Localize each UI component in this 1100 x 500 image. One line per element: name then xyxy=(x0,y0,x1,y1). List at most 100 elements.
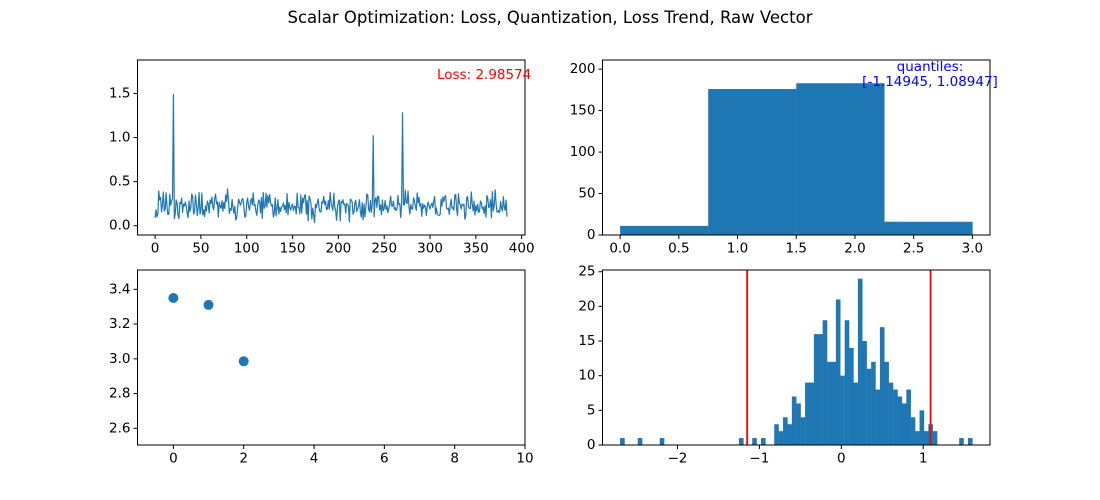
histogram-bar xyxy=(800,417,806,445)
y-tick-label: 0.5 xyxy=(109,174,130,190)
x-tick-label: 200 xyxy=(326,241,352,257)
histogram-bar xyxy=(910,417,916,445)
x-tick-label: 10 xyxy=(516,451,533,467)
histogram-bar xyxy=(796,403,801,445)
histogram-bar xyxy=(637,438,643,445)
y-tick-label: 0.0 xyxy=(109,218,130,234)
histogram-bar xyxy=(967,438,973,445)
y-tick-label: 20 xyxy=(578,298,595,314)
x-tick-label: 100 xyxy=(234,241,260,257)
y-tick-label: 25 xyxy=(578,264,595,280)
histogram-bar xyxy=(853,382,859,445)
x-tick-label: 400 xyxy=(509,241,535,257)
x-tick-label: 350 xyxy=(463,241,489,257)
x-tick-label: 50 xyxy=(192,241,209,257)
quantiles-annotation-line1: quantiles: xyxy=(896,59,964,75)
x-tick-label: 250 xyxy=(371,241,397,257)
histogram-bar xyxy=(923,431,929,445)
histogram-bar xyxy=(840,375,845,445)
loss-line xyxy=(154,93,508,224)
histogram-bar xyxy=(857,278,863,445)
histogram-bar xyxy=(959,438,964,445)
data-point xyxy=(238,356,249,367)
histogram-bar xyxy=(835,299,841,445)
x-tick-label: 2.5 xyxy=(903,241,924,257)
y-tick-label: 2.6 xyxy=(109,420,130,436)
data-point xyxy=(168,292,179,303)
x-tick-label: 3.0 xyxy=(962,241,983,257)
histogram-bar xyxy=(884,221,973,235)
histogram-bar xyxy=(818,334,823,445)
histogram-bar xyxy=(783,417,788,445)
quantiles-annotation: quantiles: [-1.14945, 1.08947] xyxy=(862,60,998,90)
histogram-bar xyxy=(919,410,925,445)
loss-per-element-plot: 0 50 100 150 200 250 300 350 400 0.0 0.5 1.0 1.5 xyxy=(109,59,535,257)
quantiles-annotation-line2: [-1.14945, 1.08947] xyxy=(862,74,998,90)
histogram-bar xyxy=(844,320,850,445)
histogram-bar xyxy=(752,438,757,445)
histogram-bar xyxy=(809,382,815,445)
y-tick-label: 200 xyxy=(570,61,596,77)
histogram-bar xyxy=(932,431,938,445)
histogram-bar xyxy=(827,361,832,445)
y-tick-label: 1.0 xyxy=(109,130,130,146)
histogram-bar xyxy=(778,431,784,445)
histogram-bar xyxy=(774,424,779,445)
histogram-bar xyxy=(888,382,894,445)
y-tick-label: 100 xyxy=(570,144,596,160)
histogram-bar xyxy=(901,403,907,445)
y-tick-label: 10 xyxy=(578,368,595,384)
axes-spines xyxy=(137,269,526,446)
histogram-bar xyxy=(897,396,903,445)
histogram-bar xyxy=(708,89,797,235)
x-tick-label: 0 xyxy=(169,451,178,467)
x-tick-label: 0 xyxy=(151,241,160,257)
histogram-bar xyxy=(822,320,828,445)
x-tick-label: 0.0 xyxy=(609,241,630,257)
x-tick-label: 1.5 xyxy=(786,241,807,257)
histogram-bar xyxy=(791,396,797,445)
histogram-bar xyxy=(620,438,625,445)
x-tick-label: 2 xyxy=(239,451,248,467)
histogram-bar xyxy=(831,361,837,445)
histogram-bar xyxy=(620,225,709,235)
x-tick-label: 0.5 xyxy=(668,241,689,257)
histogram-bar xyxy=(659,438,665,445)
histogram-bar xyxy=(862,341,867,445)
x-tick-label: 150 xyxy=(280,241,306,257)
histogram-bar xyxy=(739,438,744,445)
histogram-bar xyxy=(871,361,876,445)
histogram-bar xyxy=(805,382,810,445)
histogram-bar xyxy=(893,389,898,445)
y-tick-label: 3.2 xyxy=(109,316,130,332)
histogram-bar xyxy=(787,424,793,445)
y-tick-label: 15 xyxy=(578,333,595,349)
histogram-bar xyxy=(796,83,885,235)
y-tick-label: 0 xyxy=(587,227,596,243)
y-tick-label: 3.4 xyxy=(109,281,130,297)
y-tick-label: 50 xyxy=(578,186,595,202)
x-tick-label: 0 xyxy=(837,451,846,467)
y-tick-label: 150 xyxy=(570,103,596,119)
histogram-bar xyxy=(849,347,854,445)
data-point xyxy=(203,299,214,310)
x-tick-label: 300 xyxy=(417,241,443,257)
y-tick-label: 1.5 xyxy=(109,85,130,101)
histogram-bar xyxy=(884,361,889,445)
loss-annotation: Loss: 2.98574 xyxy=(437,67,532,83)
histogram-bar xyxy=(906,389,911,445)
x-tick-label: −1 xyxy=(749,451,769,467)
histogram-bar xyxy=(866,368,872,445)
loss-trend-plot: 0 2 4 6 8 10 2.6 2.8 3.0 3.2 3.4 xyxy=(109,269,534,467)
quantization-histogram-plot: 0.0 0.5 1.0 1.5 2.0 2.5 3.0 0 50 100 150 200 xyxy=(570,59,991,257)
figure-title: Scalar Optimization: Loss, Quantization,… xyxy=(287,8,813,27)
x-tick-label: −2 xyxy=(668,451,688,467)
x-tick-label: 2.0 xyxy=(844,241,865,257)
y-tick-label: 3.0 xyxy=(109,351,130,367)
x-tick-label: 1 xyxy=(919,451,928,467)
axes-spines xyxy=(137,59,526,236)
x-tick-label: 8 xyxy=(450,451,459,467)
